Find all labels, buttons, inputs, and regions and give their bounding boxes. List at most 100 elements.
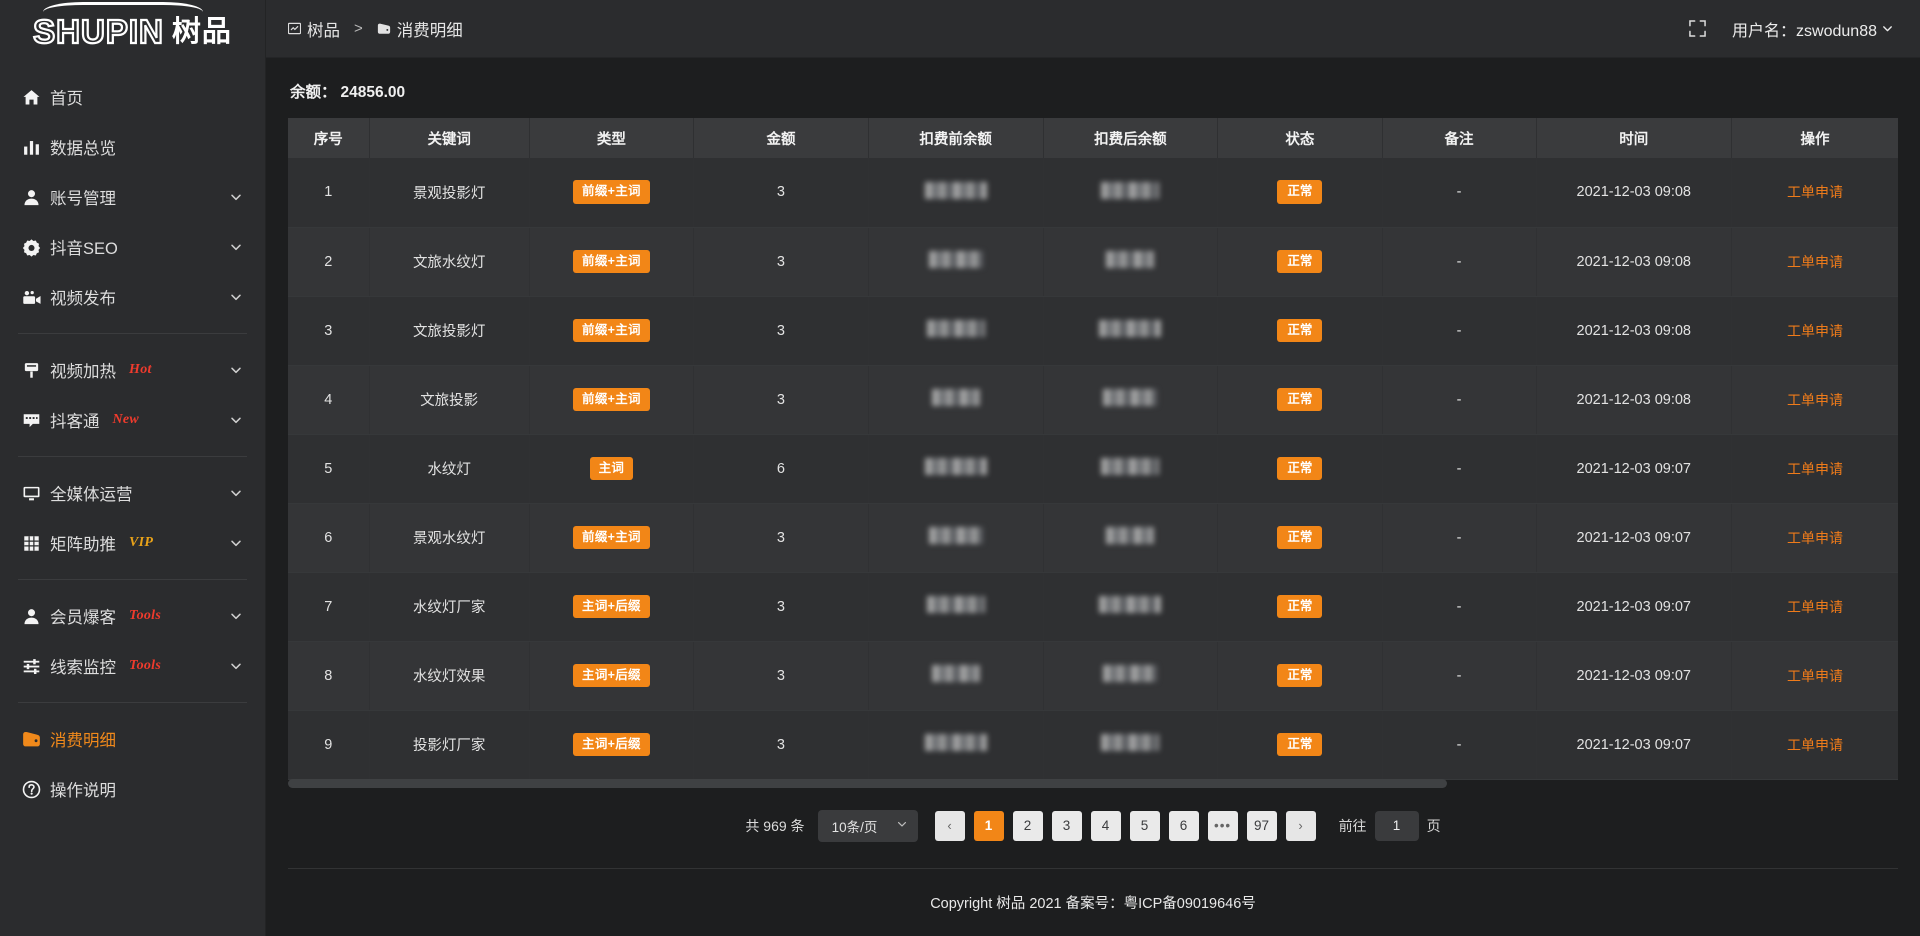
cell-status: 正常 [1217, 503, 1383, 573]
page-footer: Copyright 树品 2021 备案号：粤ICP备09019646号 [288, 868, 1898, 936]
chevron-down-icon[interactable] [229, 240, 243, 254]
cell-keyword: 文旅水纹灯 [369, 227, 530, 297]
sidebar-nav: 首页数据总览账号管理 抖音SEO 视频发布视频加热 Hot 抖客通 New 全媒体运营 矩阵助… [0, 58, 265, 936]
cell-amount: 3 [693, 572, 869, 642]
cell-remark: - [1382, 158, 1537, 228]
work-order-apply-link[interactable]: 工单申请 [1787, 253, 1843, 270]
sidebar-item-8[interactable]: 矩阵助推 VIP [0, 518, 265, 568]
table-head: 序号 关键词 类型 金额 扣费前余额 扣费后余额 状态 备注 时间 操作 [288, 118, 1898, 158]
sidebar-item-11[interactable]: 消费明细 [0, 714, 265, 764]
sidebar-item-2[interactable]: 账号管理 [0, 172, 265, 222]
cell-balance-before [868, 158, 1044, 228]
chevron-down-icon[interactable] [229, 413, 243, 427]
redacted-value [1099, 320, 1162, 337]
sidebar-divider [18, 702, 247, 703]
table-row: 5 水纹灯 主词 6 正常 -2021-12-03 09:07 工单申请 [288, 434, 1898, 504]
topbar-right-group: 用户名：zswodun88 [1689, 17, 1894, 41]
work-order-apply-link[interactable]: 工单申请 [1787, 736, 1843, 753]
sidebar-item-3[interactable]: 抖音SEO [0, 222, 265, 272]
cell-amount: 6 [693, 434, 869, 504]
type-tag: 主词+后缀 [573, 732, 650, 757]
page-size-select[interactable]: 10条/页 [817, 809, 918, 842]
work-order-apply-link[interactable]: 工单申请 [1787, 529, 1843, 546]
redacted-value [1101, 458, 1160, 475]
cell-remark: - [1382, 572, 1537, 642]
goto-page-input[interactable] [1374, 810, 1419, 841]
user-icon [22, 188, 48, 207]
sidebar-item-1[interactable]: 数据总览 [0, 122, 265, 172]
chevron-down-icon[interactable] [229, 486, 243, 500]
chevron-down-icon[interactable] [229, 609, 243, 623]
breadcrumb-current[interactable]: 消费明细 [396, 21, 463, 40]
breadcrumb: 树品 > 消费明细 [288, 17, 463, 41]
table-row: 6 景观水纹灯 前缀+主词 3 正常 -2021-12-03 09:07 工单申请 [288, 503, 1898, 573]
sidebar-item-label: 首页 [50, 90, 83, 108]
sidebar-item-6[interactable]: 抖客通 New [0, 395, 265, 445]
pagination-page-1[interactable]: 1 [973, 810, 1004, 841]
cell-amount: 3 [693, 158, 869, 228]
copyright-text: Copyright 树品 2021 备案号：粤ICP备09019646号 [930, 896, 1256, 912]
cell-status: 正常 [1217, 434, 1383, 504]
breadcrumb-root[interactable]: 树品 [307, 21, 340, 40]
cell-status: 正常 [1217, 710, 1383, 780]
cell-time: 2021-12-03 09:08 [1536, 296, 1733, 366]
chevron-down-icon[interactable] [229, 536, 243, 550]
sidebar-item-badge: Hot [129, 362, 152, 377]
wallet-icon [22, 730, 48, 748]
scrollbar-thumb[interactable] [288, 778, 1448, 788]
pagination-page-2[interactable]: 2 [1012, 810, 1043, 841]
cell-balance-before [868, 227, 1044, 297]
sidebar-item-4[interactable]: 视频发布 [0, 272, 265, 322]
redacted-value [931, 665, 980, 682]
cell-status: 正常 [1217, 158, 1383, 228]
cell-type: 主词+后缀 [529, 710, 695, 780]
cell-status: 正常 [1217, 296, 1383, 366]
status-badge: 正常 [1277, 387, 1323, 412]
logo-cn-text: 树品 [171, 16, 232, 49]
cell-balance-before [868, 572, 1044, 642]
work-order-apply-link[interactable]: 工单申请 [1787, 667, 1843, 684]
pagination-page-6[interactable]: 6 [1168, 810, 1199, 841]
cell-balance-after [1043, 710, 1219, 780]
grid-icon [22, 534, 48, 553]
pagination-page-4[interactable]: 4 [1090, 810, 1121, 841]
table-header-cell: 时间 [1536, 118, 1733, 158]
sidebar-item-label: 数据总览 [50, 140, 116, 158]
horizontal-scrollbar[interactable] [288, 778, 1898, 788]
sidebar-item-9[interactable]: 会员爆客 Tools [0, 591, 265, 641]
brand-logo[interactable]: SHUPIN 树品 [0, 0, 265, 58]
sidebar-item-7[interactable]: 全媒体运营 [0, 468, 265, 518]
table-header-cell: 序号 [288, 118, 370, 158]
fullscreen-icon[interactable] [1689, 20, 1706, 37]
pagination-ellipsis[interactable]: ••• [1207, 810, 1238, 841]
pagination-page-3[interactable]: 3 [1051, 810, 1082, 841]
work-order-apply-link[interactable]: 工单申请 [1787, 460, 1843, 477]
consumption-table-card: 序号 关键词 类型 金额 扣费前余额 扣费后余额 状态 备注 时间 操作 1 景观投影灯 前缀+主词 3… [288, 118, 1898, 788]
chevron-down-icon[interactable] [229, 290, 243, 304]
cell-status: 正常 [1217, 227, 1383, 297]
pagination-page-last[interactable]: 97 [1246, 810, 1277, 841]
chevron-down-icon [896, 818, 908, 833]
pagination-page-5[interactable]: 5 [1129, 810, 1160, 841]
pagination-next-button[interactable]: › [1285, 810, 1316, 841]
type-tag: 主词+后缀 [573, 594, 650, 619]
table-header-cell: 关键词 [369, 118, 530, 158]
pagination-prev-button[interactable]: ‹ [934, 810, 965, 841]
question-icon [22, 780, 48, 799]
chevron-down-icon[interactable] [229, 363, 243, 377]
work-order-apply-link[interactable]: 工单申请 [1787, 184, 1843, 201]
sidebar-item-0[interactable]: 首页 [0, 72, 265, 122]
chevron-down-icon[interactable] [229, 190, 243, 204]
user-menu[interactable]: 用户名：zswodun88 [1732, 17, 1894, 41]
table-row: 3 文旅投影灯 前缀+主词 3 正常 -2021-12-03 09:08 工单申请 [288, 296, 1898, 366]
work-order-apply-link[interactable]: 工单申请 [1787, 391, 1843, 408]
sidebar-item-12[interactable]: 操作说明 [0, 764, 265, 814]
chevron-down-icon[interactable] [229, 659, 243, 673]
cell-balance-before [868, 365, 1044, 435]
goto-suffix: 页 [1426, 817, 1441, 834]
cell-keyword: 水纹灯效果 [369, 641, 530, 711]
sidebar-item-5[interactable]: 视频加热 Hot [0, 345, 265, 395]
sidebar-item-10[interactable]: 线索监控 Tools [0, 641, 265, 691]
work-order-apply-link[interactable]: 工单申请 [1787, 598, 1843, 615]
work-order-apply-link[interactable]: 工单申请 [1787, 322, 1843, 339]
